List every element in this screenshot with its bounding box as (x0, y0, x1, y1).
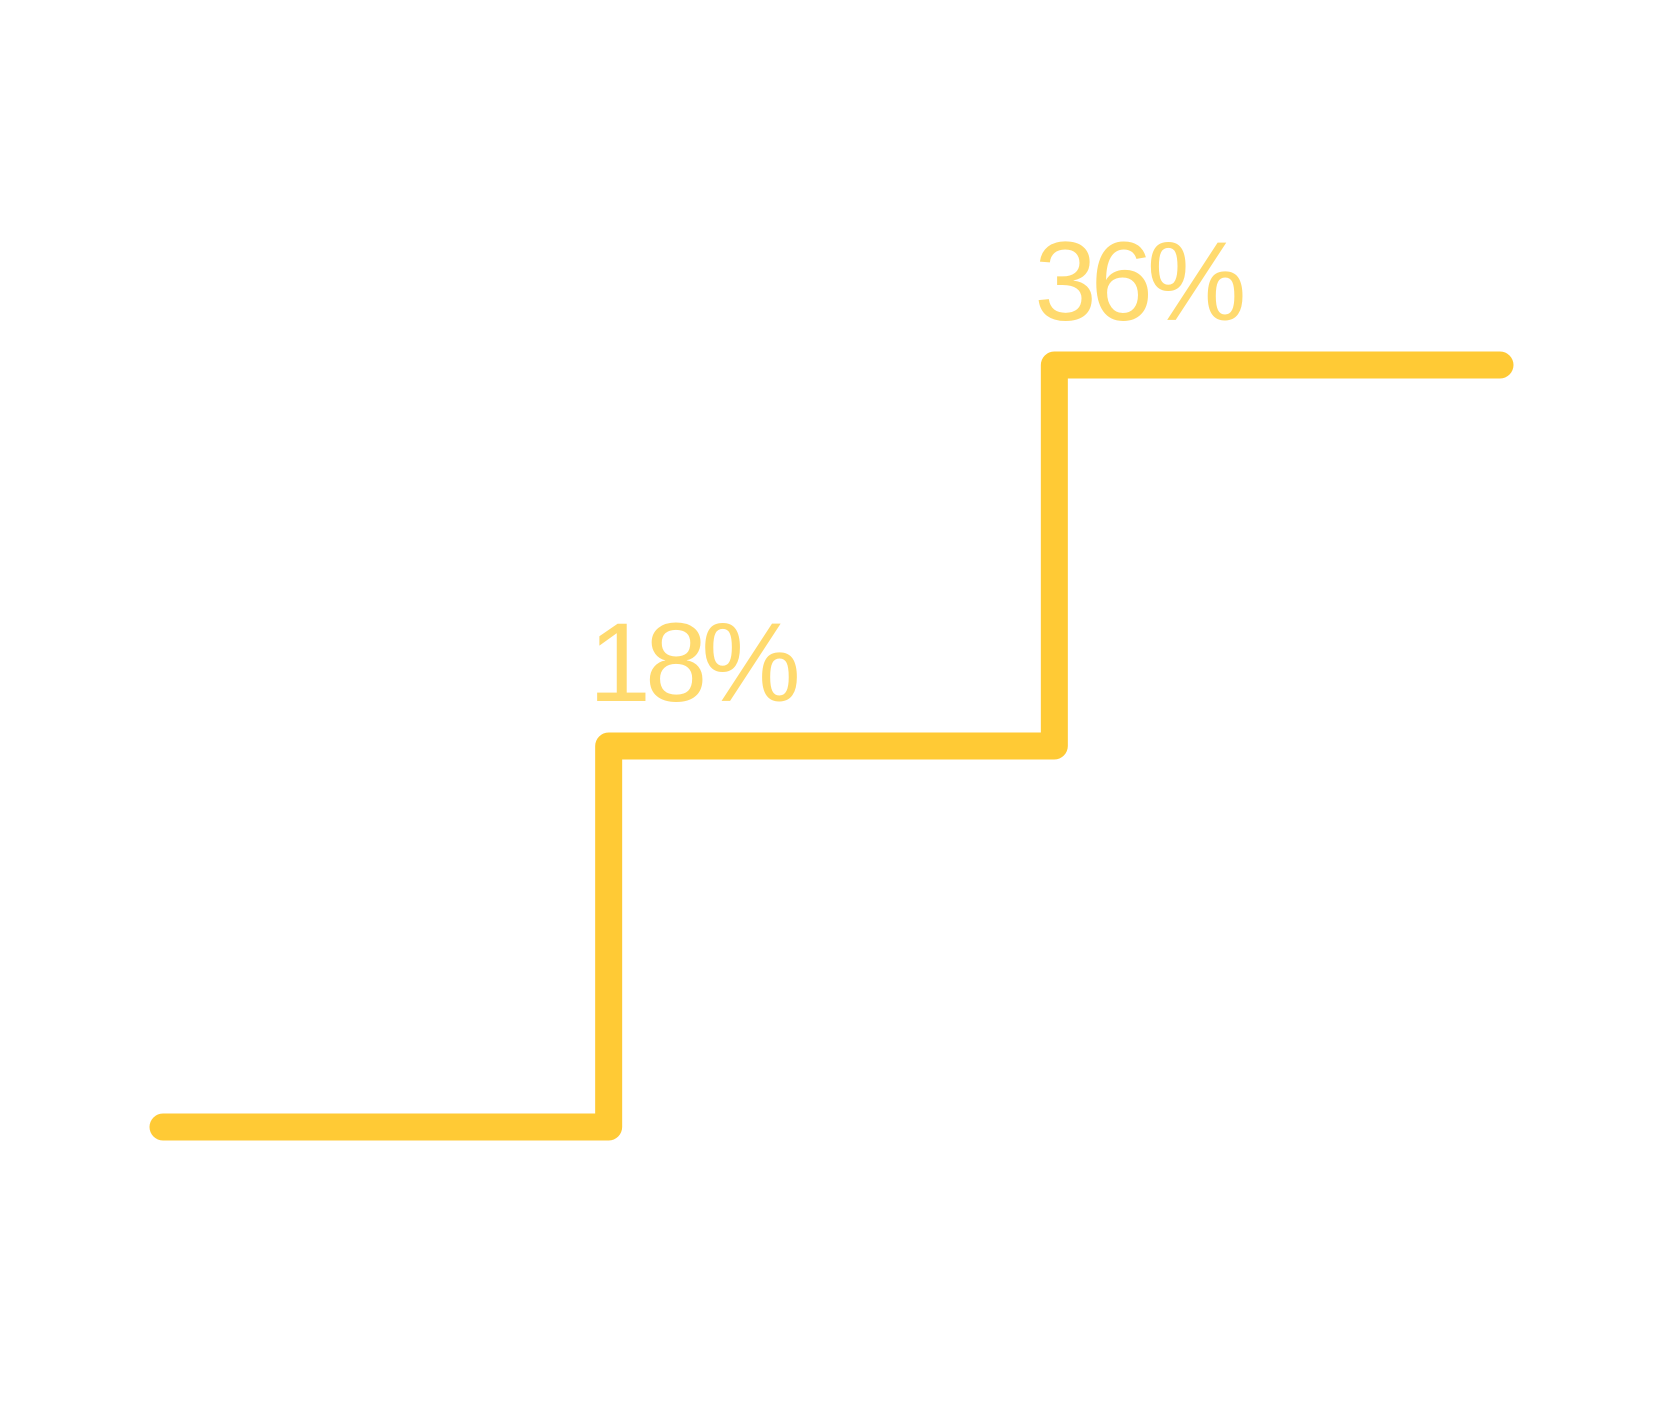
data-label-1: 18% (589, 600, 798, 725)
chart-data-labels: 18% 36% (589, 219, 1249, 725)
data-label-2: 36% (1034, 219, 1243, 344)
chart-marks (149, 351, 1514, 1141)
step-series-line (149, 351, 1514, 1141)
